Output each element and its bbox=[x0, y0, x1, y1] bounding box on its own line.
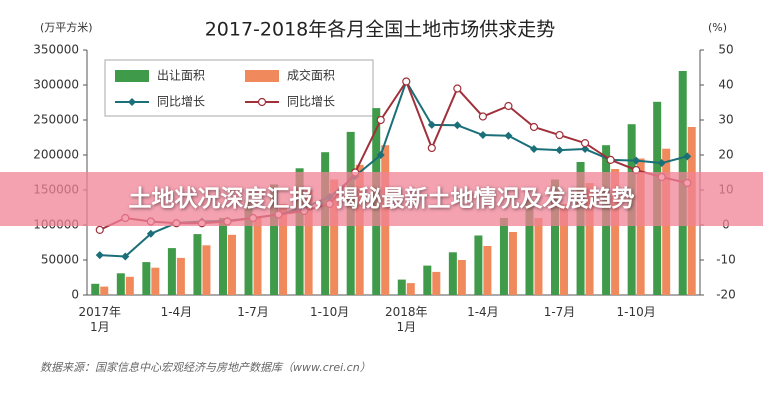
point bbox=[402, 77, 411, 86]
legend-marker bbox=[128, 98, 136, 106]
y-tick-label: 250000 bbox=[33, 113, 79, 127]
bar bbox=[176, 257, 185, 295]
point bbox=[427, 120, 436, 129]
y2-tick-label: 20 bbox=[718, 148, 733, 162]
bar bbox=[91, 283, 100, 295]
y2-tick-label: -10 bbox=[716, 253, 736, 267]
point bbox=[95, 225, 104, 234]
bar bbox=[295, 168, 304, 295]
y-unit: (万平方米) bbox=[40, 20, 93, 34]
point bbox=[376, 115, 385, 125]
bar bbox=[253, 218, 262, 295]
point bbox=[121, 252, 130, 261]
bar bbox=[432, 271, 441, 295]
source: 数据来源：国家信息中心宏观经济与房地产数据库（www.crei.cn） bbox=[40, 361, 371, 374]
bar bbox=[423, 265, 432, 295]
y2-tick-label: 50 bbox=[718, 43, 733, 57]
x-tick-label: 2017年 1月 bbox=[78, 305, 122, 334]
y2-tick-label: 30 bbox=[718, 113, 733, 127]
bar bbox=[244, 199, 253, 295]
legend-box bbox=[104, 59, 374, 117]
point bbox=[529, 122, 539, 132]
point bbox=[478, 112, 487, 121]
chart-title: 2017-2018年各月全国土地市场供求走势 bbox=[205, 19, 556, 41]
bar bbox=[636, 158, 645, 295]
bar bbox=[167, 248, 176, 295]
bar bbox=[270, 184, 279, 295]
y-tick-label: 50000 bbox=[41, 253, 79, 267]
point bbox=[580, 139, 590, 148]
bar bbox=[576, 162, 585, 295]
legend-label: 同比增长 bbox=[287, 95, 335, 109]
bar bbox=[151, 267, 160, 295]
bar bbox=[355, 164, 364, 295]
bar bbox=[227, 234, 236, 295]
point bbox=[95, 251, 104, 260]
bar bbox=[534, 218, 543, 295]
bar bbox=[508, 232, 517, 295]
point bbox=[427, 143, 436, 153]
point bbox=[657, 159, 666, 168]
bar bbox=[474, 235, 483, 295]
point bbox=[606, 155, 615, 164]
bar bbox=[611, 169, 620, 295]
point bbox=[581, 145, 590, 154]
bar bbox=[116, 273, 125, 295]
point bbox=[555, 146, 564, 155]
legend-marker bbox=[257, 97, 267, 107]
legend-label: 成交面积 bbox=[287, 68, 335, 83]
x-tick-label: 1-4月 bbox=[467, 305, 499, 319]
x-tick-label: 2018年 1月 bbox=[384, 305, 428, 334]
bar bbox=[304, 190, 313, 295]
bar bbox=[330, 179, 339, 295]
bar bbox=[218, 218, 227, 295]
bar bbox=[125, 276, 134, 295]
bar bbox=[202, 245, 211, 295]
bar bbox=[483, 246, 492, 295]
bar bbox=[397, 279, 406, 295]
y-tick-label: 0 bbox=[71, 288, 79, 302]
bar bbox=[193, 234, 202, 295]
y-tick-label: 200000 bbox=[33, 148, 79, 162]
bar bbox=[448, 252, 457, 295]
point bbox=[453, 121, 462, 130]
legend-label: 同比增长 bbox=[157, 95, 205, 109]
y2-unit: (%) bbox=[708, 21, 727, 34]
bar bbox=[279, 204, 288, 295]
bar bbox=[100, 286, 109, 295]
x-tick-label: 1-10月 bbox=[616, 305, 656, 319]
point bbox=[453, 84, 462, 93]
point bbox=[555, 130, 564, 140]
bar bbox=[406, 283, 415, 295]
bar bbox=[499, 218, 508, 295]
banner: 土地状况深度汇报，揭秘最新土地情况及发展趋势 bbox=[0, 172, 763, 226]
bar bbox=[525, 199, 534, 295]
legend-swatch bbox=[115, 70, 149, 82]
legend-swatch bbox=[245, 70, 279, 82]
point bbox=[376, 151, 385, 159]
x-tick-label: 1-7月 bbox=[237, 305, 269, 319]
x-tick-label: 1-4月 bbox=[160, 305, 193, 319]
bar bbox=[142, 262, 151, 295]
point bbox=[683, 152, 692, 161]
bar bbox=[457, 260, 466, 295]
y2-tick-label: -20 bbox=[716, 288, 736, 302]
x-tick-label: 1-7月 bbox=[543, 305, 576, 319]
point bbox=[146, 229, 155, 238]
point bbox=[478, 131, 487, 140]
x-tick-label: 1-10月 bbox=[310, 305, 350, 319]
point bbox=[504, 101, 513, 111]
y2-tick-label: 40 bbox=[718, 78, 733, 92]
bar bbox=[551, 179, 560, 295]
bar bbox=[560, 204, 569, 295]
legend-label: 出让面积 bbox=[157, 69, 205, 83]
bar bbox=[585, 183, 594, 295]
point bbox=[632, 156, 641, 165]
point bbox=[504, 131, 513, 140]
y-tick-label: 300000 bbox=[33, 78, 79, 92]
point bbox=[529, 145, 538, 154]
y-tick-label: 350000 bbox=[33, 43, 79, 57]
